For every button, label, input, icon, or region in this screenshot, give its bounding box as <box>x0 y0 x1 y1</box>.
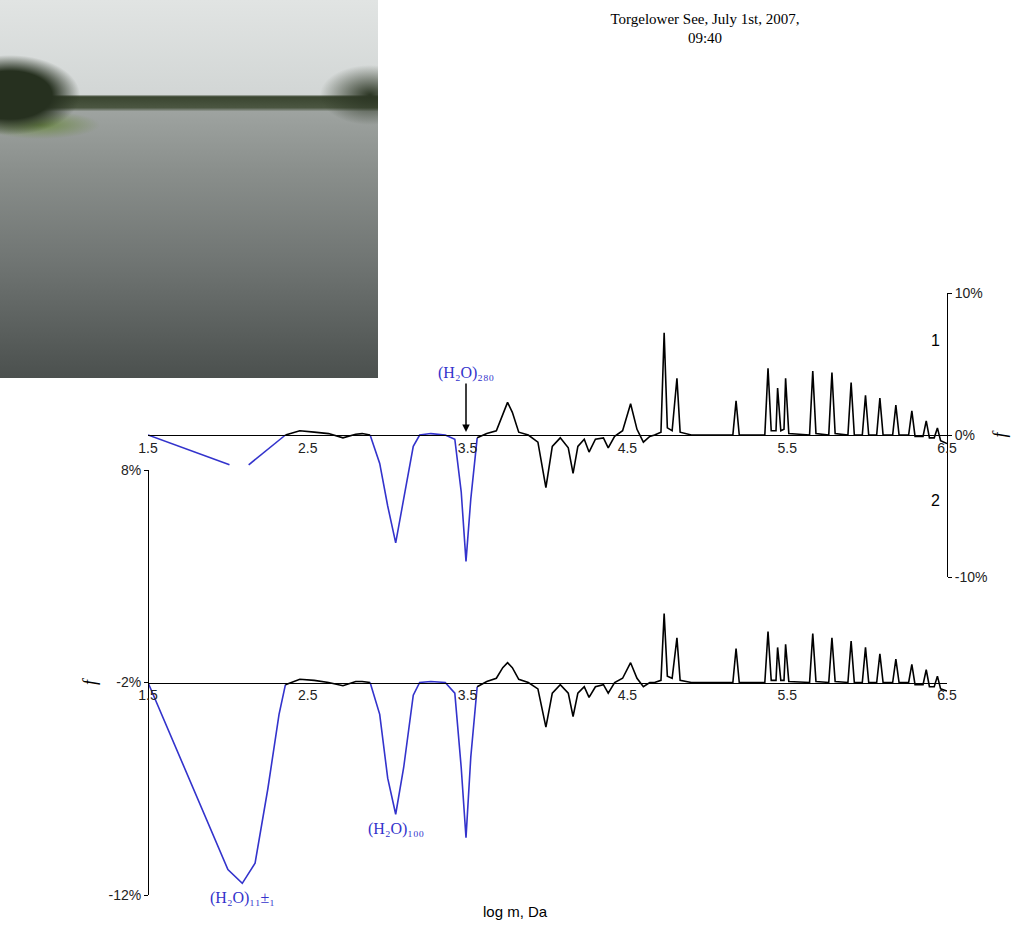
svg-text:4.5: 4.5 <box>618 687 638 703</box>
svg-text:4.5: 4.5 <box>618 440 638 456</box>
svg-text:-12%: -12% <box>109 887 142 903</box>
svg-text:0%: 0% <box>955 427 975 443</box>
svg-text:6.5: 6.5 <box>937 687 957 703</box>
svg-text:1.5: 1.5 <box>138 687 158 703</box>
svg-text:f: f <box>80 677 100 685</box>
svg-text:log m, Da: log m, Da <box>483 903 548 920</box>
svg-text:1.5: 1.5 <box>138 440 158 456</box>
svg-text:2.5: 2.5 <box>298 440 318 456</box>
svg-text:(H₂O)₁₀₀: (H₂O)₁₀₀ <box>368 820 424 838</box>
svg-text:3.5: 3.5 <box>458 687 478 703</box>
svg-text:2: 2 <box>931 492 940 509</box>
svg-text:8%: 8% <box>121 462 141 478</box>
svg-text:5.5: 5.5 <box>777 687 797 703</box>
svg-text:-2%: -2% <box>116 674 141 690</box>
svg-text:5.5: 5.5 <box>777 440 797 456</box>
svg-text:1: 1 <box>931 332 940 349</box>
svg-text:f: f <box>990 430 1010 438</box>
svg-text:(H₂O)₁₁±₁: (H₂O)₁₁±₁ <box>210 889 275 907</box>
svg-text:-10%: -10% <box>955 569 988 585</box>
html-text:Torgelower See, July 1st, 2007: Torgelower See, July 1st, 2007, 09:40 <box>610 11 800 46</box>
svg-text:10%: 10% <box>955 285 983 301</box>
svg-text:6.5: 6.5 <box>937 440 957 456</box>
svg-text:2.5: 2.5 <box>298 687 318 703</box>
svg-text:3.5: 3.5 <box>458 440 478 456</box>
svg-text:(H₂O)₂₈₀: (H₂O)₂₈₀ <box>438 364 494 382</box>
